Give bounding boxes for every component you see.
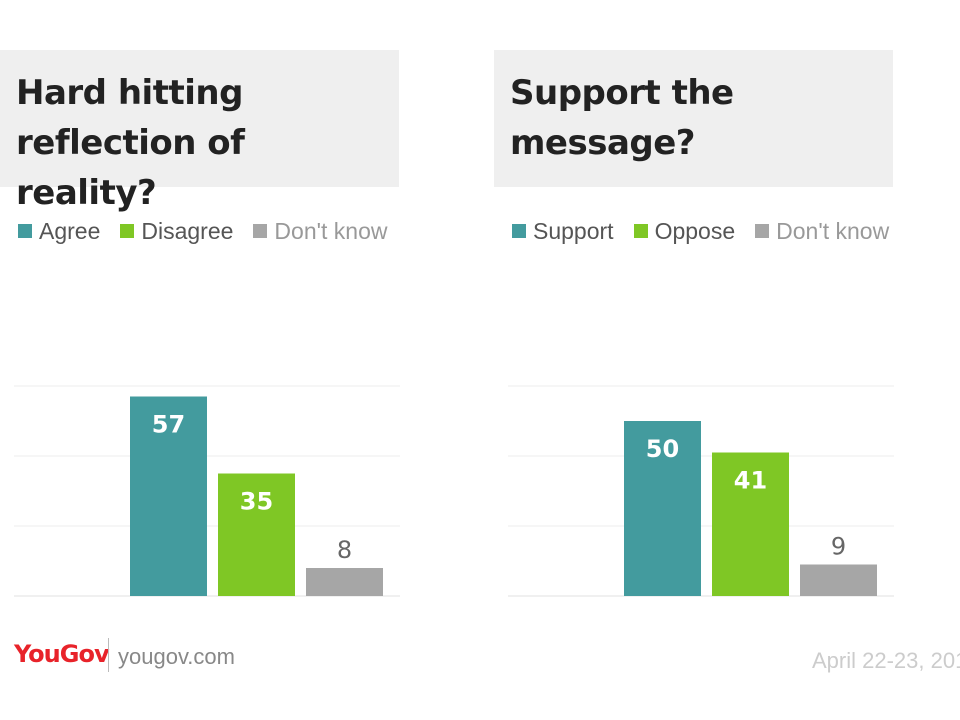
legend-item-agree: Agree bbox=[18, 218, 100, 245]
footer-divider bbox=[108, 638, 109, 672]
legend-label: Agree bbox=[39, 217, 101, 244]
bar-don-t-know bbox=[306, 568, 383, 596]
legend: Support Oppose Don't know bbox=[512, 218, 909, 244]
legend-label: Don't know bbox=[776, 217, 890, 244]
legend-item-dont-know: Don't know bbox=[755, 218, 889, 245]
title-box: Hard hitting reflection of reality? bbox=[0, 50, 399, 213]
legend-swatch bbox=[253, 224, 268, 238]
legend: Agree Disagree Don't know bbox=[18, 218, 407, 244]
data-label: 8 bbox=[337, 536, 352, 564]
bar-support bbox=[624, 421, 701, 596]
bar-oppose bbox=[712, 452, 789, 596]
bar-disagree bbox=[218, 473, 295, 596]
chart-title: Hard hitting reflection of reality? bbox=[16, 73, 245, 213]
legend-item-disagree: Disagree bbox=[120, 218, 233, 245]
legend-swatch bbox=[512, 224, 526, 238]
legend-item-support: Support bbox=[512, 218, 614, 245]
legend-label: Support bbox=[533, 217, 614, 244]
footer-url: yougov.com bbox=[118, 644, 235, 669]
legend-swatch bbox=[120, 224, 135, 238]
data-label: 9 bbox=[831, 533, 846, 561]
chart-panel-reality: Hard hitting reflection of reality? Agre… bbox=[0, 50, 405, 610]
chart-title: Support the message? bbox=[510, 73, 734, 163]
plot-area: 57 35 8 bbox=[14, 380, 400, 600]
bar-chart-svg: 50 41 9 bbox=[508, 385, 894, 597]
title-box: Support the message? bbox=[494, 50, 893, 187]
chart-panel-support: Support the message? Support Oppose Don'… bbox=[494, 50, 899, 610]
data-label: 50 bbox=[646, 435, 679, 463]
data-label: 41 bbox=[734, 467, 767, 495]
legend-swatch bbox=[755, 224, 770, 238]
data-label: 35 bbox=[240, 488, 273, 516]
legend-item-dont-know: Don't know bbox=[253, 218, 387, 245]
plot-area: 50 41 9 bbox=[508, 380, 894, 600]
legend-label: Disagree bbox=[141, 217, 234, 244]
bar-agree bbox=[130, 396, 207, 596]
legend-label: Don't know bbox=[274, 217, 388, 244]
bar-don-t-know bbox=[800, 564, 877, 596]
legend-swatch bbox=[18, 224, 32, 238]
footer-date: April 22-23, 2015 bbox=[812, 648, 960, 673]
data-label: 57 bbox=[152, 411, 185, 439]
bar-chart-svg: 57 35 8 bbox=[14, 385, 400, 597]
legend-label: Oppose bbox=[654, 217, 736, 244]
legend-item-oppose: Oppose bbox=[633, 217, 736, 245]
yougov-logo: YouGov bbox=[14, 640, 110, 668]
legend-swatch bbox=[633, 224, 648, 238]
